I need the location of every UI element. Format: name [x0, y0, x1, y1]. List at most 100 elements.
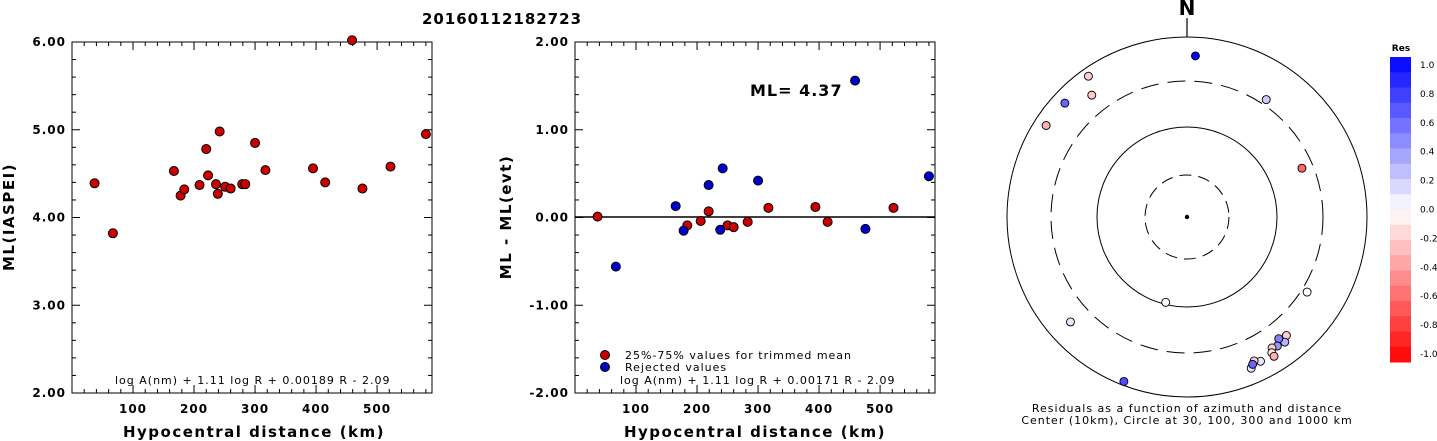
colorbar-swatch: [1390, 179, 1411, 195]
x-tick-label: 500: [866, 402, 894, 416]
formula-text: log A(nm) + 1.11 log R + 0.00189 R - 2.0…: [115, 374, 390, 387]
colorbar-label: 0.6: [1420, 119, 1435, 129]
panel-azimuth-residuals: N Residuals as a function of azimuth and…: [1006, 0, 1368, 427]
station-residual-point: [1248, 359, 1258, 369]
data-point-ml: [347, 35, 358, 46]
station-residual-point: [1066, 317, 1075, 327]
plot-frame: [71, 41, 433, 394]
x-tick-label: 500: [363, 402, 391, 416]
data-points: [592, 75, 934, 272]
colorbar-label: -1.0: [1420, 350, 1437, 360]
colorbar-label: -0.2: [1420, 234, 1437, 244]
colorbar-swatch: [1390, 133, 1411, 149]
colorbar-swatch: [1390, 102, 1411, 119]
colorbar-label: -0.8: [1420, 321, 1437, 331]
x-tick-label: 400: [302, 402, 330, 416]
colorbar-label: 0.0: [1420, 206, 1435, 216]
colorbar-swatch: [1390, 72, 1411, 88]
y-tick-label: 4.00: [32, 211, 66, 225]
axis-ticks: 6.00 5.00 4.00 3.00 2.00 100 200 300 400 500: [32, 35, 432, 416]
station-residual-point: [1297, 163, 1307, 173]
station-residual-point: [1119, 376, 1129, 386]
x-tick-label: 100: [119, 402, 147, 416]
colorbar-swatch: [1390, 194, 1411, 210]
colorbar-swatch: [1390, 224, 1411, 241]
colorbar-swatch: [1390, 57, 1411, 73]
x-axis-label: Hypocentral distance (km): [123, 423, 385, 441]
data-point-trimmed: [742, 216, 753, 227]
legend-marker-rejected: [600, 362, 610, 372]
y-tick-label: 2.00: [535, 35, 569, 49]
figure-title: 20160112182723: [422, 10, 582, 28]
data-point-ml: [179, 184, 190, 195]
data-point-ml: [214, 126, 225, 137]
colorbar-swatch: [1390, 316, 1411, 332]
data-point-ml: [203, 170, 214, 181]
data-points: [89, 35, 431, 239]
colorbar-swatch: [1390, 87, 1411, 104]
ring-100km: [1096, 126, 1278, 308]
colorbar-label: -0.6: [1420, 292, 1437, 302]
caption-line-1: Residuals as a function of azimuth and d…: [1032, 402, 1342, 415]
formula-text: log A(nm) + 1.11 log R + 0.00171 R - 2.0…: [620, 374, 895, 387]
y-tick-label: 5.00: [32, 123, 66, 137]
station-residual-point: [1274, 334, 1284, 344]
y-tick-label: 0.00: [535, 211, 569, 225]
colorbar-label: 1.0: [1420, 61, 1435, 71]
data-point-ml: [107, 228, 118, 239]
colorbar-swatches: [1390, 57, 1411, 363]
x-tick-label: 300: [744, 402, 772, 416]
colorbar-swatch: [1390, 285, 1411, 302]
data-point-ml: [357, 183, 368, 194]
colorbar-swatch: [1390, 118, 1411, 134]
colorbar-label: 0.8: [1420, 90, 1435, 100]
y-tick-label: 2.00: [32, 386, 66, 400]
station-residual-point: [1261, 95, 1271, 105]
data-point-trimmed: [695, 216, 706, 227]
x-tick-label: 400: [805, 402, 833, 416]
station-residual-point: [1269, 351, 1279, 361]
legend-rejected-label: Rejected values: [625, 361, 727, 374]
legend-marker-trimmed: [600, 350, 610, 360]
y-tick-label: 1.00: [535, 123, 569, 137]
data-point-ml: [250, 137, 261, 148]
data-point-ml: [89, 178, 100, 189]
data-point-ml: [212, 188, 223, 199]
data-point-ml: [385, 161, 396, 172]
panel-ml-residual: 2.00 1.00 0.00 -1.00 -2.00 100 200 300 400 500 ML…: [497, 35, 936, 441]
station-residual-point: [1060, 98, 1070, 108]
y-tick-label: -2.00: [529, 386, 569, 400]
ring-300km: [1050, 80, 1324, 354]
data-point-trimmed: [592, 211, 603, 222]
data-point-trimmed: [888, 202, 899, 213]
data-point-rejected: [860, 223, 871, 234]
colorbar-swatch: [1390, 255, 1411, 271]
data-point-rejected: [923, 171, 934, 182]
data-point-ml: [420, 129, 431, 140]
station-residual-points: [1041, 51, 1312, 386]
data-point-rejected: [850, 75, 861, 86]
station-residual-point: [1087, 90, 1097, 100]
data-point-ml: [201, 144, 212, 155]
colorbar-label: 0.4: [1420, 148, 1435, 158]
data-point-trimmed: [763, 202, 774, 213]
data-point-rejected: [670, 201, 681, 212]
data-point-trimmed: [810, 201, 821, 212]
colorbar-swatch: [1390, 148, 1411, 165]
x-tick-label: 200: [180, 402, 208, 416]
y-axis-label: ML - ML(evt): [497, 155, 515, 279]
data-point-rejected: [610, 261, 621, 272]
ml-value-text: ML= 4.37: [750, 81, 843, 100]
y-axis-label: ML(IASPEI): [0, 163, 18, 271]
data-point-ml: [320, 177, 331, 188]
y-tick-label: -1.00: [529, 298, 569, 312]
station-residual-point: [1083, 71, 1093, 81]
data-point-ml: [308, 163, 319, 174]
data-point-ml: [240, 179, 251, 190]
station-residual-point: [1161, 297, 1171, 307]
data-point-rejected: [753, 175, 764, 186]
x-tick-label: 300: [241, 402, 269, 416]
data-point-trimmed: [728, 222, 739, 233]
x-axis-label: Hypocentral distance (km): [624, 423, 886, 441]
colorbar-swatch: [1390, 209, 1411, 226]
